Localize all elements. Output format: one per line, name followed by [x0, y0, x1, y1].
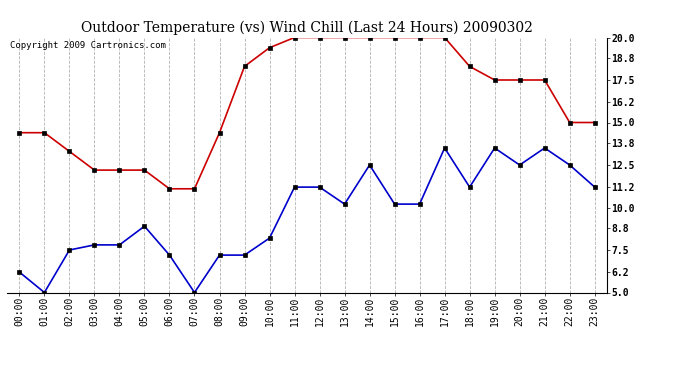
Title: Outdoor Temperature (vs) Wind Chill (Last 24 Hours) 20090302: Outdoor Temperature (vs) Wind Chill (Las… [81, 21, 533, 35]
Text: Copyright 2009 Cartronics.com: Copyright 2009 Cartronics.com [10, 41, 166, 50]
